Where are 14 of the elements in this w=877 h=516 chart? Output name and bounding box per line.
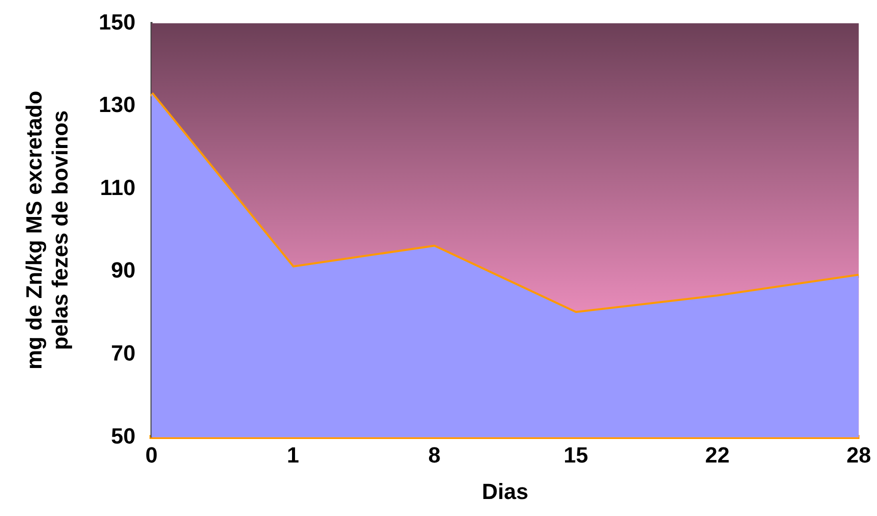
x-tick-label: 0 xyxy=(145,442,158,468)
y-tick-label: 90 xyxy=(111,258,136,283)
x-tick-label: 15 xyxy=(564,442,588,468)
x-axis-title: Dias xyxy=(482,478,528,504)
y-tick-label: 130 xyxy=(98,92,136,118)
x-tick-label: 8 xyxy=(428,442,441,468)
x-tick-label: 22 xyxy=(705,442,730,468)
x-tick-label: 1 xyxy=(286,442,300,468)
y-tick-label: 70 xyxy=(111,340,136,366)
x-tick-label: 28 xyxy=(846,442,872,468)
y-axis-title: mg de Zn/kg MS excretado pelas fezes de bovinos xyxy=(21,90,73,370)
y-tick-label: 50 xyxy=(111,423,136,448)
y-tick-label: 110 xyxy=(100,174,136,200)
y-tick-label: 150 xyxy=(98,9,136,34)
